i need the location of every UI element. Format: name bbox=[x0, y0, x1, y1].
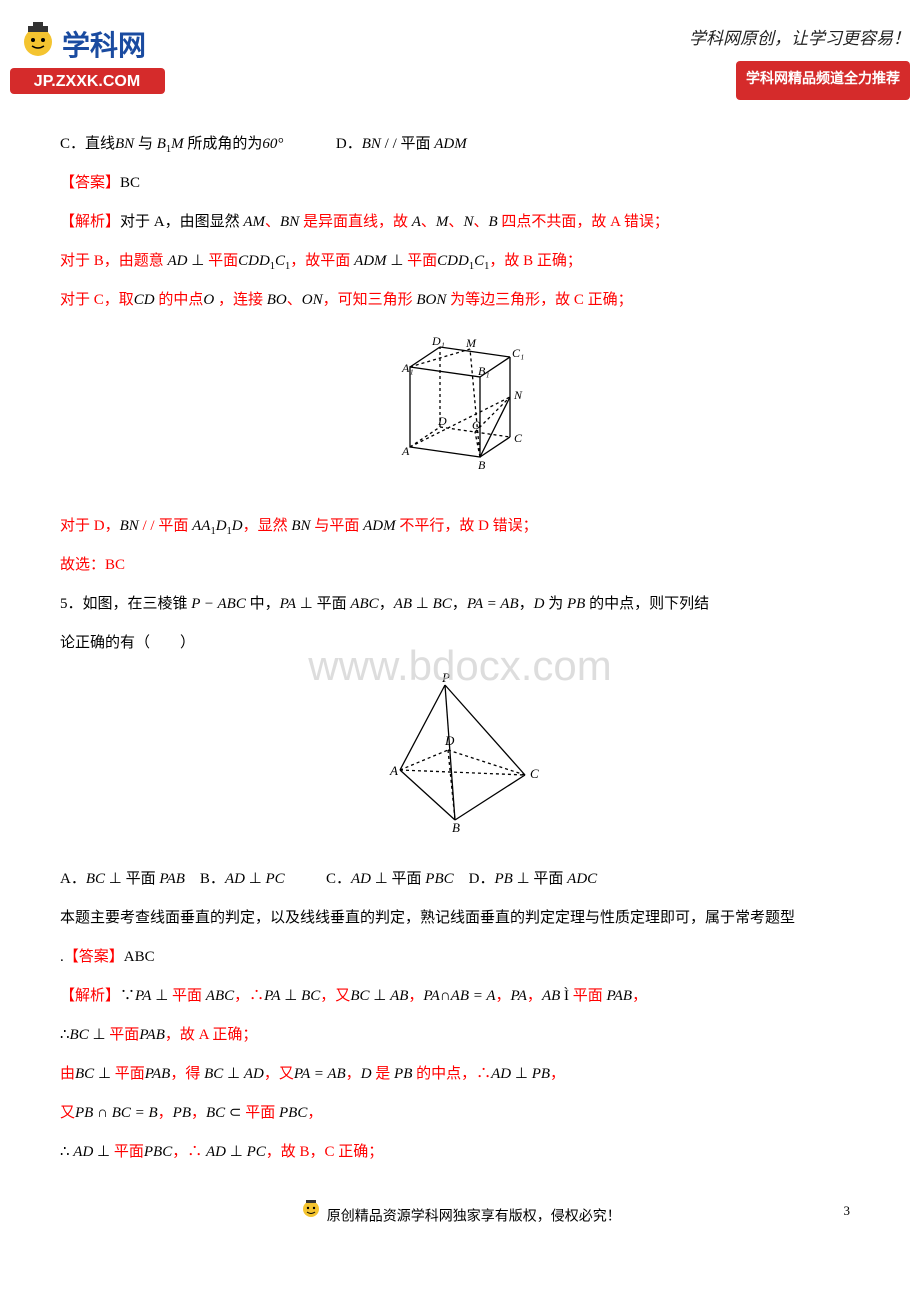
options-cd: C．直线BN 与 B1M 所成角的为60° D．BN / / 平面 ADM bbox=[60, 128, 860, 161]
note-5: 本题主要考查线面垂直的判定，以及线线垂直的判定，熟记线面垂直的判定定理与性质定理… bbox=[60, 902, 860, 935]
svg-text:P: P bbox=[441, 670, 450, 685]
logo-right: 学科网原创，让学习更容易！ 学科网精品频道全力推荐 bbox=[670, 20, 910, 100]
analysis-a: 【解析】对于 A，由图显然 AM、BN 是异面直线，故 A、M、N、B 四点不共… bbox=[60, 206, 860, 239]
logo-url-text: JP.ZXXK.COM bbox=[34, 73, 140, 90]
question-5: 5．如图，在三棱锥 P − ABC 中，PA ⊥ 平面 ABC，AB ⊥ BC，… bbox=[60, 588, 860, 621]
svg-text:C: C bbox=[514, 431, 523, 445]
svg-text:D: D bbox=[437, 414, 447, 428]
logo-left: JP.ZXXK.COM 学科网 bbox=[10, 20, 170, 108]
options-5: A．BC ⊥ 平面 PAB B．AD ⊥ PC C．AD ⊥ 平面 PBC D．… bbox=[60, 863, 860, 896]
figure-tetra: P A B C D bbox=[60, 670, 860, 853]
svg-text:D₁: D₁ bbox=[431, 334, 445, 348]
page-header: JP.ZXXK.COM 学科网 学科网原创，让学习更容易！ 学科网精品频道全力推… bbox=[10, 20, 910, 108]
tagline: 学科网原创，让学习更容易！ bbox=[670, 20, 910, 57]
svg-text:N: N bbox=[513, 388, 523, 402]
svg-text:D: D bbox=[444, 733, 455, 748]
footer-icon bbox=[299, 1199, 323, 1236]
answer-5: .【答案】ABC bbox=[60, 941, 860, 974]
banner: 学科网精品频道全力推荐 bbox=[736, 61, 910, 100]
svg-text:A₁: A₁ bbox=[401, 361, 414, 375]
figure-cube: A₁ B₁ C₁ D₁ A B C D M N O bbox=[60, 327, 860, 500]
svg-text:A: A bbox=[401, 444, 410, 458]
sol5-line1: 【解析】∵PA ⊥ 平面 ABC，∴PA ⊥ BC，又BC ⊥ AB，PA∩AB… bbox=[60, 980, 860, 1013]
page-number: 3 bbox=[844, 1197, 851, 1226]
sol5-line2: ∴BC ⊥ 平面PAB，故 A 正确； bbox=[60, 1019, 860, 1052]
logo-brand-text: 学科网 bbox=[62, 29, 146, 62]
page-footer: 原创精品资源学科网独家享有版权，侵权必究！ bbox=[60, 1199, 860, 1236]
svg-text:B: B bbox=[478, 458, 486, 472]
content-body: C．直线BN 与 B1M 所成角的为60° D．BN / / 平面 ADM 【答… bbox=[60, 128, 860, 1169]
svg-text:B: B bbox=[452, 820, 460, 835]
sol5-line3: 由BC ⊥ 平面PAB，得 BC ⊥ AD，又PA = AB，D 是 PB 的中… bbox=[60, 1058, 860, 1091]
sol5-line5: ∴ AD ⊥ 平面PBC，∴ AD ⊥ PC，故 B，C 正确； bbox=[60, 1136, 860, 1169]
analysis-d: 对于 D，BN / / 平面 AA1D1D，显然 BN 与平面 ADM 不平行，… bbox=[60, 510, 860, 543]
sol5-line4: 又PB ∩ BC = B，PB，BC ⊂ 平面 PBC， bbox=[60, 1097, 860, 1130]
question-5b: 论正确的有（ ） bbox=[60, 627, 860, 660]
analysis-b: 对于 B，由题意 AD ⊥ 平面CDD1C1，故平面 ADM ⊥ 平面CDD1C… bbox=[60, 245, 860, 278]
svg-text:O: O bbox=[472, 418, 481, 432]
svg-text:B₁: B₁ bbox=[478, 364, 490, 378]
svg-text:C₁: C₁ bbox=[512, 346, 524, 360]
answer-4: 【答案】BC bbox=[60, 167, 860, 200]
svg-text:A: A bbox=[389, 763, 398, 778]
footer-text: 原创精品资源学科网独家享有版权，侵权必究！ bbox=[327, 1210, 621, 1225]
conclusion-4: 故选：BC bbox=[60, 549, 860, 582]
svg-text:M: M bbox=[465, 336, 477, 350]
analysis-c: 对于 C，取CD 的中点O ，连接 BO、ON，可知三角形 BON 为等边三角形… bbox=[60, 284, 860, 317]
svg-text:C: C bbox=[530, 766, 539, 781]
